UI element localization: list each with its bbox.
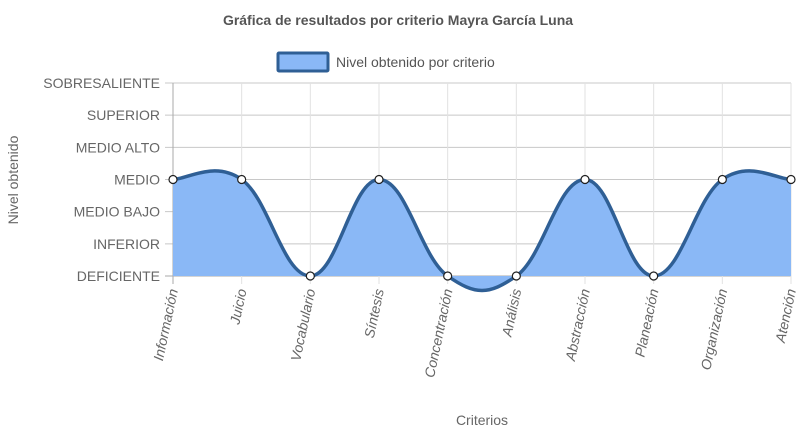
data-point[interactable] (511, 271, 521, 281)
data-point[interactable] (374, 174, 384, 185)
y-tick-label: INFERIOR (93, 236, 160, 252)
legend-swatch (276, 51, 330, 73)
y-axis-ticks: DEFICIENTE INFERIOR MEDIO BAJO MEDIO MEDIO A… (43, 75, 160, 284)
y-axis-label: Nivel obtenido (5, 135, 21, 224)
x-tick-label: Abstracción (562, 287, 593, 363)
series-fill (173, 170, 791, 291)
x-axis-ticks: Información Juicio Vocabulario Síntesis Conc… (150, 287, 796, 379)
series-area (172, 169, 792, 293)
legend-label: Nivel obtenido por criterio (336, 54, 495, 70)
y-tick-label: MEDIO BAJO (74, 204, 160, 220)
y-tick-label: MEDIO ALTO (76, 139, 160, 155)
data-point[interactable] (305, 271, 315, 281)
x-tick-label: Síntesis (361, 287, 387, 339)
y-tick-label: DEFICIENTE (77, 268, 160, 284)
x-tick-label: Análisis (498, 287, 524, 339)
x-tick-label: Vocabulario (287, 287, 318, 362)
x-tick-label: Organización (697, 287, 730, 371)
x-tick-label: Planeación (632, 287, 662, 358)
x-tick-label: Concentración (421, 287, 455, 379)
x-tick-label: Información (150, 287, 181, 362)
legend[interactable]: Nivel obtenido por criterio (276, 51, 495, 73)
data-point[interactable] (580, 174, 590, 185)
data-point[interactable] (786, 174, 796, 185)
data-points[interactable] (168, 174, 796, 281)
x-axis-label: Criterios (456, 412, 508, 428)
y-tick-label: SUPERIOR (87, 107, 160, 123)
chart-title: Gráfica de resultados por criterio Mayra… (223, 12, 573, 28)
x-tick-label: Atención (772, 287, 796, 345)
y-tick-label: MEDIO (114, 172, 160, 188)
y-tick-label: SOBRESALIENTE (43, 75, 160, 91)
data-point[interactable] (443, 271, 453, 281)
data-point[interactable] (717, 174, 727, 185)
data-point[interactable] (237, 174, 247, 185)
data-point[interactable] (649, 271, 659, 281)
x-tick-label: Juicio (226, 287, 249, 327)
series-line (172, 169, 792, 293)
data-point[interactable] (168, 174, 178, 185)
